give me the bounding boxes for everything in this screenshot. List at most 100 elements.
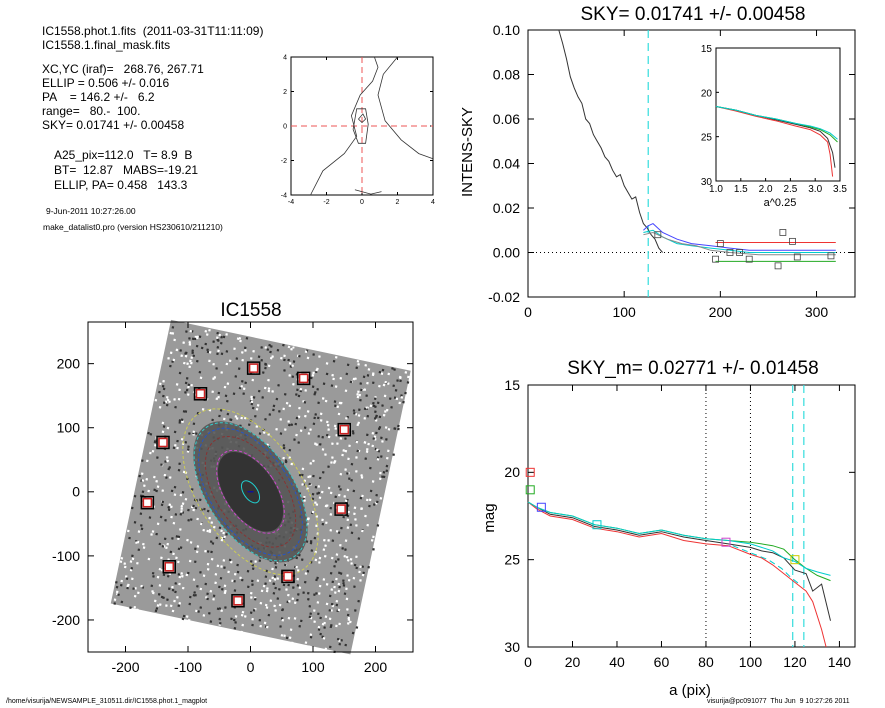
galaxy-noise-speck [373, 417, 377, 420]
intensity-x-tick-label: 200 [709, 304, 733, 320]
galaxy-noise-speck [339, 543, 342, 547]
galaxy-noise-speck [300, 558, 304, 561]
galaxy-noise-speck [259, 601, 263, 605]
galaxy-noise-speck [119, 560, 123, 563]
galaxy-noise-speck [367, 368, 371, 371]
galaxy-noise-speck [397, 424, 400, 428]
galaxy-noise-speck [129, 560, 133, 563]
intensity-series-line [643, 231, 836, 256]
galaxy-noise-speck [166, 574, 170, 578]
galaxy-noise-speck [131, 577, 134, 581]
galaxy-noise-speck [194, 547, 197, 551]
galaxy-noise-speck [281, 618, 285, 622]
galaxy-noise-speck [143, 484, 146, 488]
galaxy-noise-speck [310, 376, 313, 380]
galaxy-noise-speck [141, 479, 145, 482]
galaxy-noise-speck [119, 583, 123, 587]
galaxy-noise-speck [346, 526, 350, 529]
galaxy-noise-speck [217, 395, 220, 399]
intensity-marker [745, 255, 753, 263]
galaxy-noise-speck [274, 561, 277, 565]
galaxy-noise-speck [158, 542, 162, 546]
mask-box-inner [298, 373, 309, 384]
run-date: 9-Jun-2011 10:27:26.00 [46, 206, 136, 216]
galaxy-noise-speck [317, 625, 321, 629]
galaxy-noise-speck [312, 371, 315, 375]
galaxy-noise-speck [161, 544, 165, 548]
galaxy-noise-speck [241, 610, 245, 614]
galaxy-noise-speck [192, 422, 196, 426]
galaxy-noise-speck [321, 470, 325, 474]
galaxy-noise-speck [314, 501, 317, 504]
magnitude-x-tick-label: 60 [654, 654, 670, 670]
galaxy-noise-speck [131, 557, 135, 561]
galaxy-noise-speck [179, 528, 182, 531]
galaxy-noise-speck [164, 460, 167, 463]
galaxy-noise-speck [187, 445, 190, 449]
galaxy-noise-speck [353, 512, 356, 516]
galaxy-noise-speck [273, 604, 276, 608]
galaxy-noise-speck [206, 509, 210, 513]
galaxy-noise-speck [337, 558, 340, 561]
galaxy-noise-speck [212, 597, 215, 601]
galaxy-noise-speck [342, 581, 345, 585]
galaxy-noise-speck [335, 577, 338, 581]
galaxy-noise-speck [309, 635, 313, 639]
galaxy-noise-speck [345, 587, 348, 591]
galaxy-noise-speck [229, 560, 233, 564]
intensity-series-line [643, 229, 836, 253]
galaxy-noise-speck [220, 352, 224, 356]
galaxy-noise-speck [304, 389, 307, 392]
galaxy-noise-speck [325, 521, 328, 525]
inset-y-tick-label: 15 [701, 44, 713, 55]
galaxy-noise-speck [212, 525, 216, 529]
galaxy-noise-speck [130, 506, 134, 510]
galaxy-noise-speck [244, 381, 247, 385]
galaxy-noise-speck [216, 607, 220, 611]
mask-file-line: IC1558.1.final_mask.fits [42, 38, 171, 52]
galaxy-noise-speck [307, 597, 310, 601]
galaxy-noise-speck [153, 599, 157, 603]
galaxy-noise-speck [162, 387, 166, 391]
galaxy-noise-speck [162, 425, 166, 428]
galaxy-noise-speck [240, 613, 244, 617]
galaxy-noise-speck [337, 582, 341, 586]
galaxy-noise-speck [185, 573, 189, 577]
galaxy-noise-speck [171, 332, 175, 335]
galaxy-noise-speck [223, 584, 227, 588]
galaxy-noise-speck [352, 576, 356, 580]
galaxy-noise-speck [242, 392, 245, 395]
galaxy-noise-speck [157, 593, 161, 596]
galaxy-noise-speck [293, 601, 297, 605]
galaxy-noise-speck [316, 601, 320, 604]
galaxy-noise-speck [220, 371, 223, 374]
galaxy-noise-speck [366, 523, 370, 527]
galaxy-noise-speck [375, 448, 379, 452]
galaxy-noise-speck [387, 382, 390, 385]
position-angle-value: PA = 146.2 +/- 6.2 [42, 90, 155, 104]
galaxy-noise-speck [161, 500, 165, 504]
galaxy-noise-speck [170, 505, 173, 509]
galaxy-noise-speck [181, 420, 184, 423]
galaxy-noise-speck [306, 569, 310, 573]
galaxy-noise-speck [230, 617, 233, 621]
galaxy-noise-speck [185, 330, 188, 333]
galaxy-noise-speck [378, 384, 381, 388]
galaxy-noise-speck [142, 542, 145, 546]
galaxy-noise-speck [162, 401, 166, 405]
galaxy-noise-speck [293, 617, 297, 620]
galaxy-noise-speck [193, 337, 197, 341]
galaxy-noise-speck [291, 597, 295, 601]
galaxy-noise-speck [312, 474, 315, 478]
galaxy-noise-speck [138, 474, 141, 478]
galaxy-noise-speck [133, 594, 137, 598]
galaxy-noise-speck [266, 587, 269, 590]
galaxy-noise-speck [220, 609, 223, 613]
galaxy-noise-speck [224, 606, 227, 609]
galaxy-noise-speck [276, 597, 280, 600]
galaxy-noise-speck [166, 542, 170, 546]
magnitude-y-tick-label: 25 [504, 552, 520, 568]
galaxy-noise-speck [342, 449, 346, 452]
galaxy-noise-speck [198, 370, 202, 374]
galaxy-noise-speck [246, 585, 250, 589]
